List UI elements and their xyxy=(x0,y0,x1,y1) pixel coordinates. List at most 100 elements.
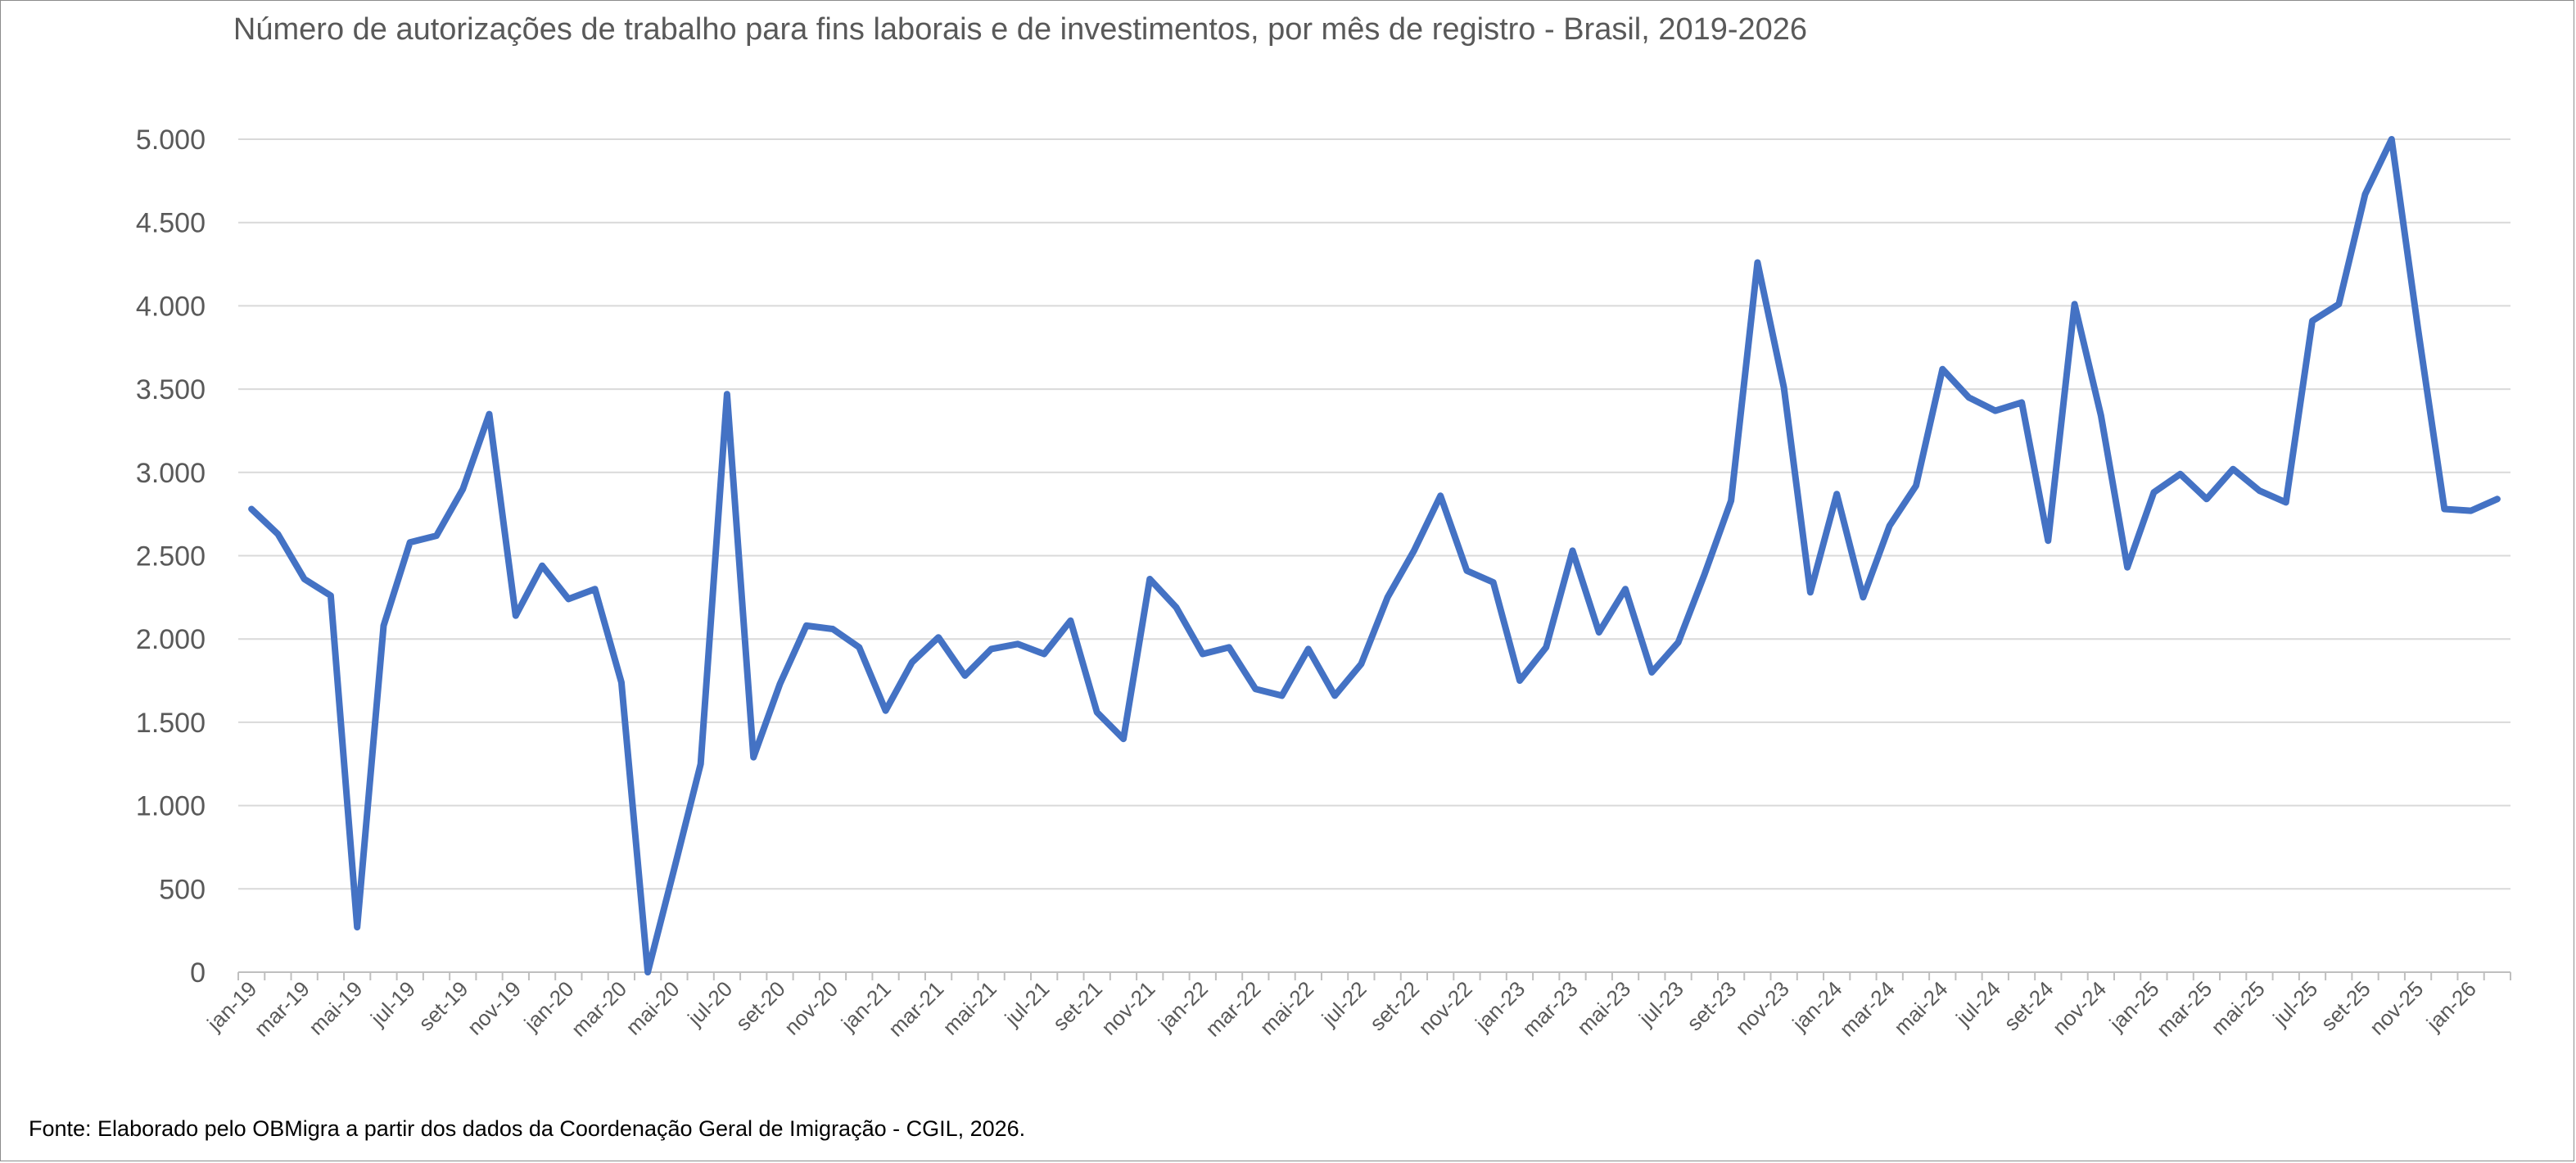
x-tick-label: jul-19 xyxy=(365,976,420,1031)
data-point xyxy=(2336,301,2341,306)
data-point xyxy=(2072,301,2077,306)
data-point xyxy=(1173,605,1178,610)
data-point xyxy=(381,623,386,628)
data-point xyxy=(698,762,703,767)
data-point xyxy=(2125,565,2130,570)
data-point xyxy=(408,540,413,545)
data-point xyxy=(1755,260,1760,265)
series-layer xyxy=(248,136,2501,975)
x-tick-label: nov-25 xyxy=(2365,976,2428,1039)
data-point xyxy=(355,925,359,930)
y-axis-ticks: 0 500 1.000 1.500 2.000 2.500 3.000 3.500 4.000 4… xyxy=(136,124,206,989)
x-tick-label: mai-22 xyxy=(1255,976,1318,1039)
x-tick-label: jan-26 xyxy=(2421,976,2481,1036)
data-point xyxy=(328,593,333,598)
data-point xyxy=(1782,385,1787,390)
x-tick-label: mar-24 xyxy=(1835,976,1900,1041)
data-point xyxy=(460,486,465,491)
x-tick-label: nov-23 xyxy=(1730,976,1793,1039)
data-point xyxy=(2389,137,2394,142)
y-tick-label: 5.000 xyxy=(136,124,206,156)
data-point xyxy=(1649,670,1654,675)
data-point xyxy=(275,532,280,536)
y-tick-label: 4.500 xyxy=(136,208,206,239)
data-point xyxy=(1015,641,1020,646)
x-tick-label: jul-25 xyxy=(2267,976,2322,1031)
x-tick-label: mar-22 xyxy=(1200,976,1265,1041)
data-point xyxy=(1095,710,1100,715)
x-tick-label: nov-19 xyxy=(463,976,526,1039)
data-point xyxy=(1385,595,1390,600)
data-point xyxy=(540,563,545,568)
data-point xyxy=(487,412,492,417)
data-point xyxy=(1993,409,1998,414)
data-point xyxy=(777,681,782,686)
data-point xyxy=(2045,538,2050,543)
data-point xyxy=(1940,367,1945,372)
data-point xyxy=(2363,192,2368,197)
y-tick-label: 500 xyxy=(159,874,206,905)
x-tick-label: nov-20 xyxy=(780,976,843,1039)
x-tick-label: mar-21 xyxy=(884,976,948,1041)
data-point xyxy=(619,680,624,685)
data-point xyxy=(1676,640,1681,645)
data-point xyxy=(2099,414,2104,419)
data-point xyxy=(1702,572,1707,577)
data-point xyxy=(249,507,254,512)
x-tick-label: set-19 xyxy=(414,976,472,1035)
data-point xyxy=(593,586,598,591)
data-point xyxy=(1729,498,1733,503)
y-tick-label: 3.000 xyxy=(136,458,206,489)
y-tick-label: 3.500 xyxy=(136,374,206,405)
y-tick-label: 4.000 xyxy=(136,291,206,322)
data-point xyxy=(751,755,756,760)
data-point xyxy=(1570,548,1575,553)
data-point xyxy=(962,673,967,678)
data-point xyxy=(434,533,439,538)
x-tick-label: mar-19 xyxy=(249,976,314,1041)
data-point xyxy=(1358,662,1363,667)
data-point xyxy=(2019,400,2024,405)
x-tick-label: nov-21 xyxy=(1096,976,1159,1039)
data-point xyxy=(1280,693,1285,698)
x-tick-label: nov-24 xyxy=(2048,976,2111,1039)
data-point xyxy=(884,708,888,713)
x-tick-label: nov-22 xyxy=(1413,976,1476,1039)
data-point xyxy=(1491,580,1496,585)
data-point xyxy=(1306,646,1311,651)
data-point xyxy=(1543,645,1548,649)
data-point xyxy=(1121,736,1126,741)
data-point xyxy=(2416,327,2420,332)
x-tick-label: mai-19 xyxy=(304,976,367,1039)
data-point xyxy=(1227,645,1232,649)
data-point xyxy=(2257,488,2262,493)
data-point xyxy=(1147,577,1152,582)
x-tick-label: mai-23 xyxy=(1572,976,1635,1039)
x-tick-label: set-23 xyxy=(1682,976,1741,1035)
data-point xyxy=(645,970,650,975)
data-point xyxy=(936,635,941,640)
y-tick-label: 0 xyxy=(190,957,206,989)
x-tick-label: jul-20 xyxy=(682,976,737,1031)
series-line xyxy=(248,136,2501,975)
x-tick-label: mai-24 xyxy=(1889,976,1952,1039)
data-point xyxy=(2204,496,2209,501)
data-point xyxy=(671,867,676,871)
data-point xyxy=(1597,630,1602,635)
data-point xyxy=(856,645,861,649)
data-point xyxy=(1068,618,1073,623)
x-tick-label: set-22 xyxy=(1365,976,1424,1035)
y-tick-label: 2.500 xyxy=(136,541,206,572)
x-tick-label: mar-20 xyxy=(567,976,631,1041)
data-point xyxy=(1623,586,1628,591)
data-point xyxy=(1412,548,1417,553)
data-point xyxy=(1834,491,1839,496)
data-point xyxy=(1808,590,1813,595)
data-point xyxy=(1967,395,1972,400)
data-point xyxy=(1042,652,1046,657)
data-point xyxy=(2469,509,2474,514)
x-tick-label: jul-24 xyxy=(1950,976,2005,1031)
data-point xyxy=(725,391,730,396)
